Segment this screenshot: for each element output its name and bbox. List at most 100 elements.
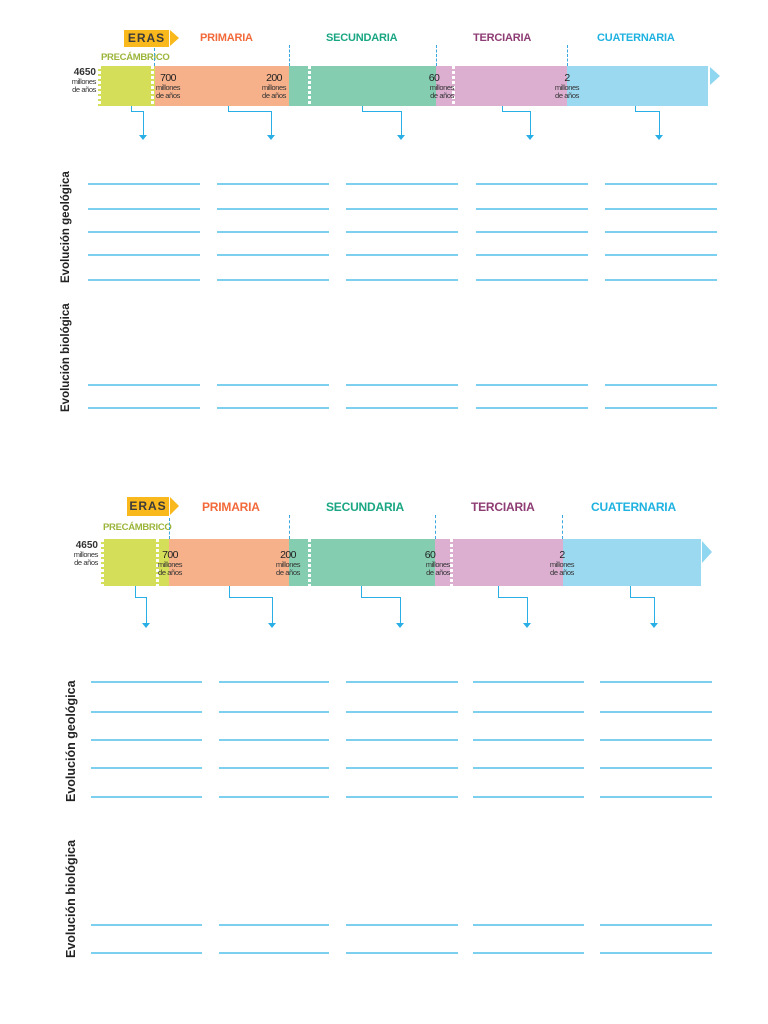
writing-line[interactable] bbox=[476, 208, 588, 210]
era-divider bbox=[436, 45, 437, 66]
writing-line[interactable] bbox=[476, 231, 588, 233]
wavy-break bbox=[308, 539, 311, 586]
writing-line[interactable] bbox=[473, 952, 584, 954]
writing-line[interactable] bbox=[476, 384, 588, 386]
writing-line[interactable] bbox=[346, 384, 458, 386]
precambrico-label: PRECÁMBRICO bbox=[103, 522, 172, 533]
writing-line[interactable] bbox=[88, 407, 200, 409]
writing-line[interactable] bbox=[91, 681, 202, 683]
connector-arrow bbox=[659, 111, 660, 135]
writing-line[interactable] bbox=[605, 231, 717, 233]
segment-secundaria bbox=[289, 539, 435, 586]
writing-line[interactable] bbox=[219, 739, 329, 741]
writing-line[interactable] bbox=[346, 952, 458, 954]
segment-primaria bbox=[155, 66, 289, 106]
writing-line[interactable] bbox=[217, 231, 329, 233]
writing-line[interactable] bbox=[600, 739, 712, 741]
writing-line[interactable] bbox=[217, 407, 329, 409]
writing-line[interactable] bbox=[476, 407, 588, 409]
writing-line[interactable] bbox=[346, 254, 458, 256]
era-label-terciaria: TERCIARIA bbox=[473, 32, 532, 44]
writing-line[interactable] bbox=[605, 279, 717, 281]
writing-line[interactable] bbox=[605, 183, 717, 185]
writing-line[interactable] bbox=[605, 384, 717, 386]
writing-line[interactable] bbox=[605, 254, 717, 256]
era-divider bbox=[567, 45, 568, 66]
era-label-primaria: PRIMARIA bbox=[202, 500, 260, 514]
writing-line[interactable] bbox=[600, 796, 712, 798]
writing-line[interactable] bbox=[217, 183, 329, 185]
eras-arrow-icon bbox=[170, 30, 179, 46]
segment-terciaria bbox=[435, 539, 563, 586]
writing-line[interactable] bbox=[346, 681, 458, 683]
writing-line[interactable] bbox=[346, 796, 458, 798]
writing-line[interactable] bbox=[91, 952, 202, 954]
arrow-down-icon bbox=[650, 623, 658, 628]
writing-line[interactable] bbox=[346, 407, 458, 409]
writing-line[interactable] bbox=[346, 183, 458, 185]
writing-line[interactable] bbox=[219, 711, 329, 713]
writing-line[interactable] bbox=[600, 767, 712, 769]
writing-line[interactable] bbox=[605, 407, 717, 409]
writing-line[interactable] bbox=[346, 231, 458, 233]
writing-line[interactable] bbox=[346, 208, 458, 210]
writing-line[interactable] bbox=[346, 711, 458, 713]
writing-line[interactable] bbox=[88, 183, 200, 185]
segment-cuaternaria bbox=[563, 539, 701, 586]
writing-line[interactable] bbox=[91, 711, 202, 713]
writing-line[interactable] bbox=[600, 681, 712, 683]
writing-line[interactable] bbox=[346, 924, 458, 926]
writing-line[interactable] bbox=[91, 796, 202, 798]
writing-line[interactable] bbox=[88, 208, 200, 210]
writing-line[interactable] bbox=[88, 231, 200, 233]
writing-line[interactable] bbox=[600, 924, 712, 926]
arrow-down-icon bbox=[268, 623, 276, 628]
worksheet-1: ERAS PRECÁMBRICO PRIMARIA SECUNDARIA TER… bbox=[0, 0, 768, 440]
writing-line[interactable] bbox=[219, 924, 329, 926]
arrow-down-icon bbox=[655, 135, 663, 140]
writing-line[interactable] bbox=[91, 767, 202, 769]
writing-line[interactable] bbox=[91, 924, 202, 926]
writing-line[interactable] bbox=[219, 681, 329, 683]
wavy-break bbox=[98, 66, 101, 106]
writing-line[interactable] bbox=[88, 384, 200, 386]
writing-line[interactable] bbox=[219, 767, 329, 769]
marker-700: 700 millones de años bbox=[155, 72, 181, 100]
timeline-bar bbox=[101, 539, 701, 586]
era-divider bbox=[154, 48, 155, 66]
writing-line[interactable] bbox=[473, 796, 584, 798]
timeline-bar bbox=[98, 66, 708, 106]
writing-line[interactable] bbox=[473, 924, 584, 926]
segment-terciaria bbox=[436, 66, 567, 106]
writing-line[interactable] bbox=[346, 279, 458, 281]
era-divider bbox=[435, 515, 436, 539]
writing-line[interactable] bbox=[476, 183, 588, 185]
writing-line[interactable] bbox=[473, 739, 584, 741]
marker-2: 2 millones de años bbox=[549, 549, 575, 577]
connector-arrow bbox=[630, 586, 655, 598]
writing-line[interactable] bbox=[476, 279, 588, 281]
writing-line[interactable] bbox=[88, 254, 200, 256]
writing-line[interactable] bbox=[217, 254, 329, 256]
writing-line[interactable] bbox=[88, 279, 200, 281]
connector-arrow bbox=[131, 106, 144, 112]
writing-line[interactable] bbox=[476, 254, 588, 256]
writing-line[interactable] bbox=[219, 796, 329, 798]
connector-arrow bbox=[362, 106, 402, 112]
writing-line[interactable] bbox=[600, 952, 712, 954]
writing-line[interactable] bbox=[473, 767, 584, 769]
writing-line[interactable] bbox=[473, 711, 584, 713]
writing-line[interactable] bbox=[473, 681, 584, 683]
writing-line[interactable] bbox=[217, 384, 329, 386]
writing-line[interactable] bbox=[219, 952, 329, 954]
writing-line[interactable] bbox=[600, 711, 712, 713]
writing-line[interactable] bbox=[217, 208, 329, 210]
writing-line[interactable] bbox=[346, 767, 458, 769]
writing-line[interactable] bbox=[217, 279, 329, 281]
marker-2: 2 millones de años bbox=[554, 72, 580, 100]
writing-line[interactable] bbox=[346, 739, 458, 741]
wavy-break bbox=[156, 539, 159, 586]
writing-line[interactable] bbox=[605, 208, 717, 210]
era-label-secundaria: SECUNDARIA bbox=[326, 32, 398, 44]
writing-line[interactable] bbox=[91, 739, 202, 741]
